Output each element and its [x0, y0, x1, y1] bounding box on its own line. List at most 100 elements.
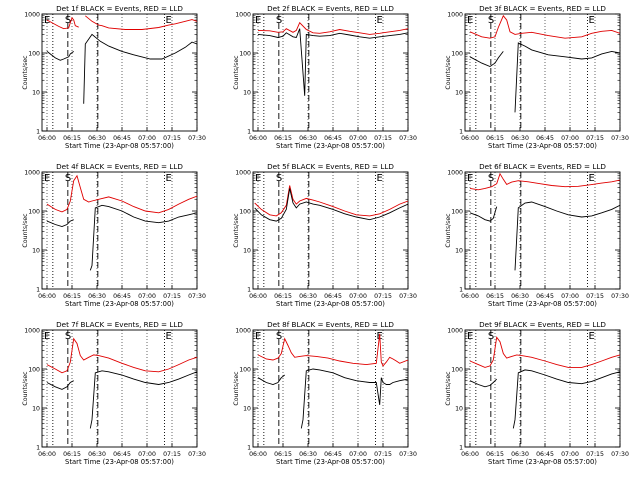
x-tick-label: 06:15: [274, 293, 292, 300]
y-axis-label: Counts/sec: [22, 371, 29, 406]
x-tick-label: 06:00: [461, 135, 479, 142]
event-marker-label: S: [488, 15, 494, 26]
y-tick-label: 10: [455, 90, 463, 97]
chart-title: Det 4f BLACK = Events, RED = LLD: [56, 162, 183, 171]
event-marker-label: E: [377, 173, 383, 184]
x-tick-label: 06:30: [299, 293, 317, 300]
chart-title: Det 8f BLACK = Events, RED = LLD: [267, 320, 394, 329]
y-axis-label: Counts/sec: [233, 55, 240, 90]
y-tick-label: 100: [239, 51, 251, 58]
x-tick-label: 06:45: [536, 135, 554, 142]
events-series-line: [46, 204, 197, 271]
y-axis-label: Counts/sec: [445, 213, 452, 248]
x-tick-label: 07:15: [586, 293, 604, 300]
event-marker-label: E: [166, 331, 172, 342]
x-tick-label: 06:15: [486, 135, 504, 142]
x-tick-label: 06:30: [299, 135, 317, 142]
x-tick-label: 07:00: [138, 293, 156, 300]
x-tick-label: 06:00: [461, 451, 479, 458]
x-tick-label: 06:45: [113, 135, 131, 142]
x-tick-label: 07:00: [561, 135, 579, 142]
events-series-line: [469, 201, 620, 271]
detector-panel-5: Det 5f BLACK = Events, RED = LLD 06:00 06:…: [233, 162, 417, 308]
lld-series-line: [257, 333, 408, 367]
x-axis-label: Start Time (23-Apr-08 05:57:00): [276, 142, 385, 150]
y-tick-label: 10: [243, 90, 251, 97]
lld-series-line: [46, 174, 197, 214]
lld-series-line: [469, 172, 620, 191]
x-tick-label: 06:45: [536, 451, 554, 458]
event-marker-label: S: [276, 331, 282, 342]
y-tick-label: 1: [247, 445, 251, 452]
x-tick-label: 06:30: [88, 293, 106, 300]
x-tick-label: 07:15: [586, 135, 604, 142]
y-tick-label: 1000: [235, 12, 251, 19]
x-tick-label: 07:15: [586, 451, 604, 458]
detector-panel-2: Det 2f BLACK = Events, RED = LLD 06:00 06:…: [233, 4, 417, 150]
x-tick-label: 07:30: [188, 451, 206, 458]
y-axis-label: Counts/sec: [445, 55, 452, 90]
y-tick-label: 10: [32, 90, 40, 97]
plot-frame: [464, 171, 621, 290]
events-series-line: [46, 370, 197, 429]
x-tick-label: 06:00: [249, 293, 267, 300]
y-tick-label: 100: [451, 51, 463, 58]
y-tick-label: 1000: [447, 328, 463, 335]
x-tick-label: 06:00: [249, 135, 267, 142]
x-tick-label: 06:45: [324, 293, 342, 300]
events-series-line: [257, 28, 408, 96]
event-marker-label: E: [166, 15, 172, 26]
x-axis-label: Start Time (23-Apr-08 05:57:00): [276, 300, 385, 308]
event-marker-label: E: [467, 15, 473, 26]
x-tick-label: 07:30: [399, 293, 417, 300]
x-tick-label: 07:00: [561, 451, 579, 458]
y-axis-label: Counts/sec: [233, 371, 240, 406]
lld-series-line: [46, 15, 197, 30]
plot-frame: [41, 329, 198, 448]
x-tick-label: 06:15: [63, 293, 81, 300]
events-series-line: [469, 42, 620, 113]
x-tick-label: 06:15: [486, 293, 504, 300]
event-marker-label: E: [377, 15, 383, 26]
y-tick-label: 1000: [24, 12, 40, 19]
event-marker-label: E: [255, 15, 261, 26]
chart-title: Det 2f BLACK = Events, RED = LLD: [267, 4, 394, 13]
x-tick-label: 07:30: [399, 451, 417, 458]
lld-series-line: [469, 336, 620, 368]
chart-title: Det 5f BLACK = Events, RED = LLD: [267, 162, 394, 171]
x-tick-label: 07:00: [349, 293, 367, 300]
event-marker-label: S: [65, 331, 71, 342]
y-tick-label: 10: [455, 248, 463, 255]
x-tick-label: 06:00: [38, 293, 56, 300]
y-tick-label: 1: [36, 445, 40, 452]
x-tick-label: 06:45: [536, 293, 554, 300]
lld-series-line: [254, 185, 408, 217]
plot-frame: [41, 13, 198, 132]
y-axis-label: Counts/sec: [445, 371, 452, 406]
x-tick-label: 07:00: [349, 451, 367, 458]
x-tick-label: 06:15: [63, 135, 81, 142]
lld-series-line: [46, 337, 197, 374]
x-tick-label: 07:15: [374, 293, 392, 300]
x-tick-label: 06:30: [299, 451, 317, 458]
event-marker-label: E: [589, 173, 595, 184]
x-axis-label: Start Time (23-Apr-08 05:57:00): [65, 142, 174, 150]
x-tick-label: 06:45: [113, 293, 131, 300]
event-marker-label: E: [467, 331, 473, 342]
x-tick-label: 06:00: [38, 451, 56, 458]
event-marker-label: E: [467, 173, 473, 184]
x-axis-label: Start Time (23-Apr-08 05:57:00): [488, 458, 597, 466]
event-marker-label: E: [589, 15, 595, 26]
x-tick-label: 07:15: [163, 135, 181, 142]
x-tick-label: 06:00: [249, 451, 267, 458]
detector-panel-9: Det 9f BLACK = Events, RED = LLD 06:00 06:…: [445, 320, 629, 466]
plot-frame: [252, 329, 409, 448]
x-tick-label: 07:00: [138, 451, 156, 458]
detector-panel-8: Det 8f BLACK = Events, RED = LLD 06:00 06:…: [233, 320, 417, 466]
x-tick-label: 06:30: [88, 135, 106, 142]
x-tick-label: 06:30: [511, 293, 529, 300]
y-tick-label: 1: [459, 445, 463, 452]
y-tick-label: 10: [32, 248, 40, 255]
y-tick-label: 100: [28, 51, 40, 58]
